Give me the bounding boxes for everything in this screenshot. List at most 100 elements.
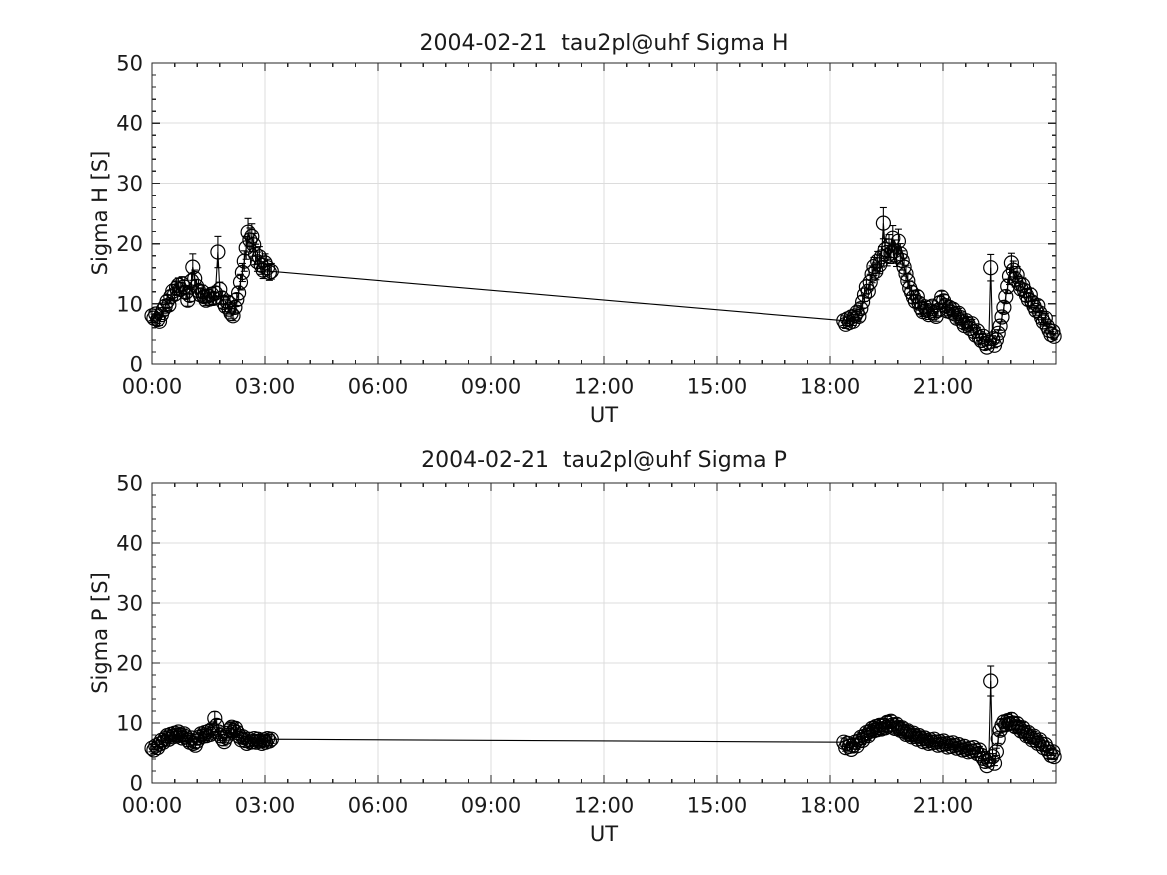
data-point-marker	[888, 248, 905, 264]
y-tick-label: 0	[130, 353, 143, 377]
x-tick-label: 09:00	[461, 375, 522, 399]
data-point-marker	[920, 307, 937, 323]
data-point-marker	[856, 287, 873, 303]
chart-title-sigma-p: 2004-02-21 tau2pl@uhf Sigma P	[421, 448, 787, 473]
data-point-marker	[165, 283, 181, 299]
data-point-marker	[870, 253, 886, 269]
data-point-marker	[871, 257, 888, 273]
plot-box	[151, 482, 1057, 784]
grid	[152, 63, 1056, 364]
data-point-marker	[864, 720, 880, 737]
data-point-marker	[864, 266, 880, 282]
x-tick-label: 00:00	[122, 794, 183, 818]
x-tick-label: 15:00	[687, 375, 748, 399]
data-point-marker	[232, 274, 249, 290]
data-point-marker	[988, 332, 1005, 348]
data-point-marker	[1037, 310, 1053, 326]
data-point-marker	[155, 302, 171, 318]
data-point-marker	[151, 313, 168, 329]
plot-sigma-p: 00:00 03:00 06:00 09:00 12:00 15:00 18:00 21:00…	[116, 472, 1062, 818]
series-markers	[144, 215, 1062, 355]
plot-sigma-h: 00:00 03:00 06:00 09:00 12:00 15:00 18:00 21:00…	[116, 52, 1062, 399]
data-point-marker	[263, 263, 279, 279]
data-point-marker	[956, 738, 972, 755]
x-tick-label: 12:00	[574, 375, 635, 399]
data-point-marker	[1035, 314, 1052, 330]
data-point-marker	[240, 224, 256, 240]
data-point-marker	[945, 735, 961, 751]
data-line	[151, 223, 1055, 349]
data-point-marker	[1005, 262, 1021, 278]
data-point-marker	[875, 215, 892, 231]
y-tick-label: 10	[116, 712, 143, 736]
tick-labels: 00:00 03:00 06:00 09:00 12:00 15:00 18:00 21:00…	[116, 52, 973, 399]
data-point-marker	[986, 755, 1003, 771]
data-point-marker	[994, 309, 1010, 325]
x-tick-label: 18:00	[800, 375, 861, 399]
data-point-marker	[255, 262, 271, 278]
data-point-marker	[150, 311, 166, 328]
data-point-marker	[990, 325, 1006, 341]
y-tick-label: 30	[116, 172, 143, 196]
chart-title-sigma-h: 2004-02-21 tau2pl@uhf Sigma H	[419, 31, 789, 56]
data-point-marker	[1003, 711, 1020, 728]
y-tick-label: 50	[116, 472, 143, 496]
y-tick-label: 10	[116, 292, 143, 316]
x-tick-label: 00:00	[122, 375, 183, 399]
series-markers	[144, 673, 1062, 774]
y-tick-label: 40	[116, 112, 143, 136]
data-point-marker	[909, 289, 925, 305]
data-point-marker	[1030, 298, 1046, 314]
data-point-marker	[225, 308, 241, 324]
data-point-marker	[873, 249, 890, 265]
data-point-marker	[250, 731, 266, 747]
data-point-marker	[890, 233, 907, 249]
data-point-marker	[207, 710, 223, 726]
data-point-marker	[983, 673, 999, 689]
data-point-marker	[242, 232, 258, 248]
plot-box	[151, 62, 1057, 365]
data-point-marker	[860, 283, 876, 299]
data-point-marker	[229, 292, 245, 308]
data-point-marker	[1043, 326, 1059, 343]
data-point-marker	[261, 264, 277, 281]
x-tick-label: 06:00	[348, 794, 409, 818]
data-point-marker	[969, 323, 986, 339]
data-point-marker	[227, 299, 243, 315]
error-bars	[148, 665, 1058, 769]
data-point-marker	[853, 301, 869, 317]
data-point-marker	[167, 286, 183, 302]
data-point-marker	[234, 264, 250, 281]
data-point-marker	[898, 266, 914, 282]
y-tick-label: 20	[116, 652, 143, 676]
x-tick-label: 21:00	[913, 794, 974, 818]
data-point-marker	[984, 748, 1001, 765]
x-tick-label: 12:00	[574, 794, 635, 818]
error-bars	[148, 206, 1058, 351]
data-point-marker	[1046, 748, 1062, 765]
x-tick-label: 03:00	[235, 375, 296, 399]
x-axis-label-bottom: UT	[589, 822, 619, 846]
data-point-marker	[189, 733, 205, 749]
y-tick-label: 20	[116, 232, 143, 256]
data-point-marker	[896, 259, 912, 275]
data-point-marker	[1046, 328, 1062, 344]
data-point-marker	[992, 318, 1008, 334]
y-tick-label: 0	[130, 772, 143, 796]
data-point-marker	[263, 731, 279, 747]
y-tick-label: 30	[116, 592, 143, 616]
y-axis-label-sigma-p: Sigma P [S]	[88, 572, 112, 694]
data-point-marker	[174, 276, 190, 292]
data-point-marker	[261, 733, 277, 749]
x-tick-label: 15:00	[687, 794, 748, 818]
data-point-marker	[851, 308, 867, 324]
y-tick-label: 40	[116, 532, 143, 556]
data-point-marker	[210, 244, 226, 260]
data-point-marker	[231, 285, 247, 301]
data-point-marker	[185, 259, 201, 275]
data-point-marker	[996, 299, 1012, 315]
data-point-marker	[1009, 715, 1025, 732]
x-tick-label: 03:00	[235, 794, 296, 818]
